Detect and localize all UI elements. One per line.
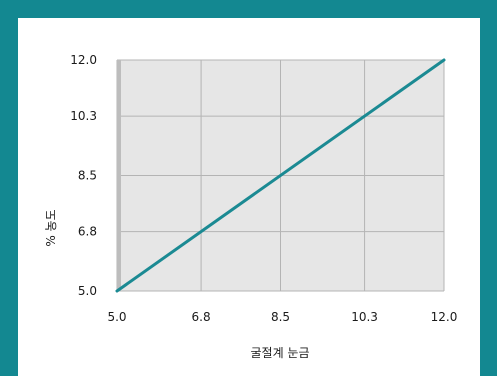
y-tick-label: 6.8 xyxy=(78,225,97,239)
y-axis-bar xyxy=(117,60,121,291)
x-tick-label: 12.0 xyxy=(431,310,458,324)
x-tick-label: 8.5 xyxy=(271,310,290,324)
y-axis-title: % 농도 xyxy=(44,209,58,246)
y-tick-label: 10.3 xyxy=(70,109,97,123)
y-tick-label: 12.0 xyxy=(70,53,97,67)
line-chart: 5.0 6.8 8.5 10.3 12.0 5.0 6.8 8.5 10.3 12.0 굴절계 … xyxy=(44,53,457,360)
y-tick-label: 8.5 xyxy=(78,169,97,183)
x-tick-label: 10.3 xyxy=(351,310,378,324)
x-tick-labels: 5.0 6.8 8.5 10.3 12.0 xyxy=(107,310,457,324)
x-axis-title: 굴절계 눈금 xyxy=(250,346,309,360)
x-tick-label: 6.8 xyxy=(192,310,211,324)
x-tick-label: 5.0 xyxy=(107,310,126,324)
y-tick-labels: 5.0 6.8 8.5 10.3 12.0 xyxy=(70,53,97,298)
series-line xyxy=(115,58,446,293)
series-group xyxy=(115,58,446,293)
chart-card: 5.0 6.8 8.5 10.3 12.0 5.0 6.8 8.5 10.3 12.0 굴절계 … xyxy=(18,18,480,376)
y-tick-label: 5.0 xyxy=(78,284,97,298)
